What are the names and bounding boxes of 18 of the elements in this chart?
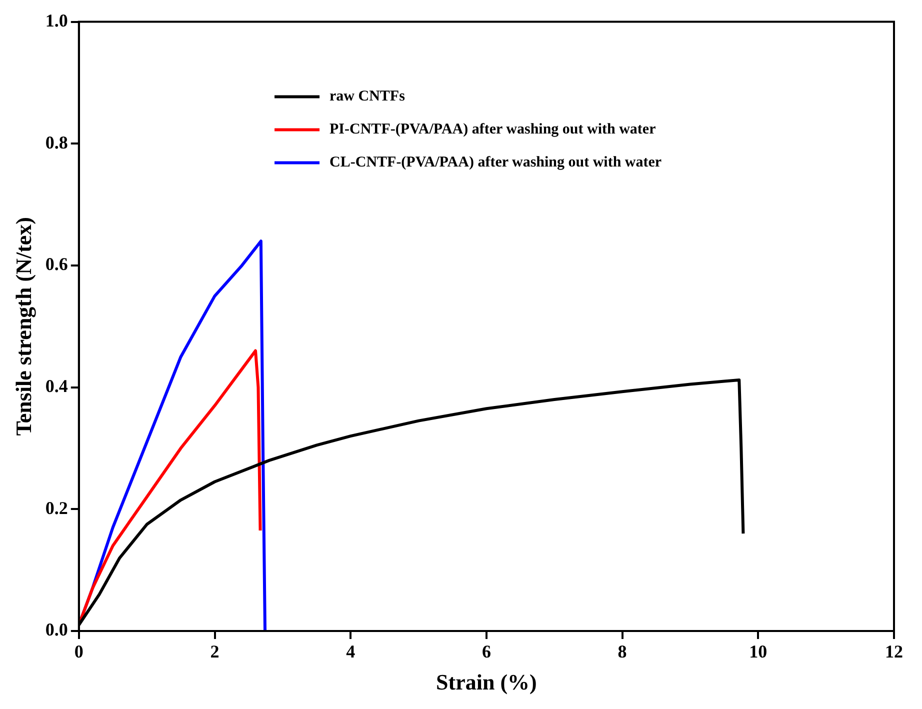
y-axis-title: Tensile strength (N/tex) bbox=[10, 217, 36, 436]
y-tick-label: 0.4 bbox=[45, 376, 68, 396]
x-tick-label: 8 bbox=[618, 641, 627, 662]
legend-label: PI-CNTF-(PVA/PAA) after washing out with water bbox=[330, 122, 656, 138]
legend-label: raw CNTFs bbox=[330, 88, 406, 105]
x-tick-label: 2 bbox=[210, 641, 220, 662]
y-tick-label: 1.0 bbox=[45, 10, 68, 30]
x-tick-label: 12 bbox=[885, 641, 903, 662]
y-tick-label: 0.8 bbox=[45, 132, 68, 152]
y-tick-label: 0.6 bbox=[45, 254, 68, 274]
x-tick-label: 6 bbox=[482, 641, 491, 662]
y-tick-label: 0.0 bbox=[45, 620, 68, 640]
x-axis-title: Strain (%) bbox=[436, 669, 537, 694]
x-tick-label: 0 bbox=[74, 641, 84, 662]
legend-label: CL-CNTF-(PVA/PAA) after washing out with water bbox=[330, 154, 662, 171]
y-tick-label: 0.2 bbox=[45, 498, 68, 518]
x-tick-label: 10 bbox=[749, 641, 768, 662]
x-tick-label: 4 bbox=[346, 641, 356, 662]
